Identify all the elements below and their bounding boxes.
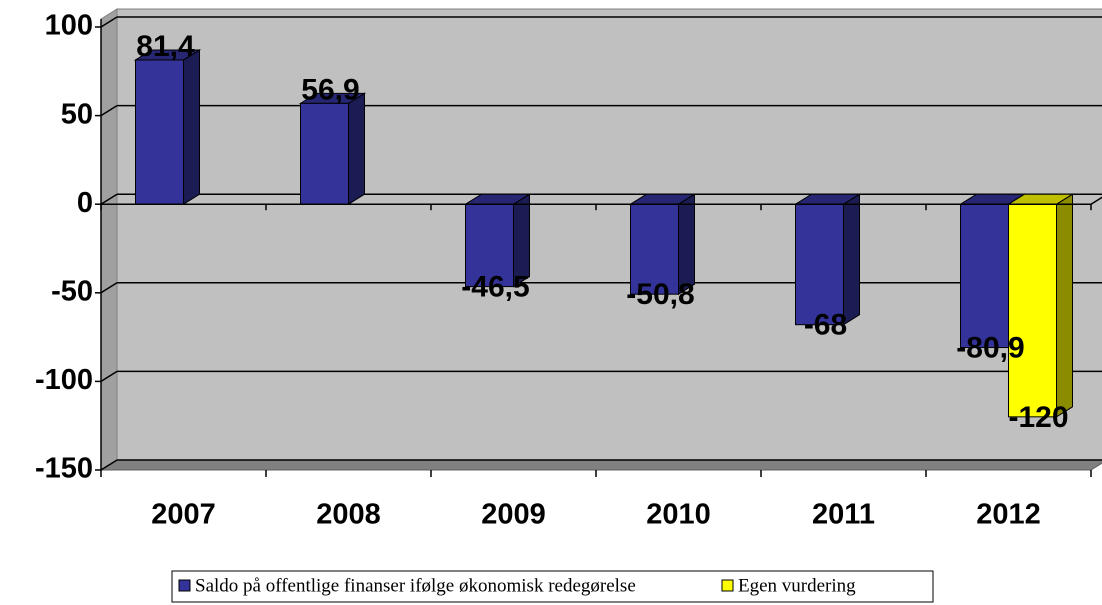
grid-line (100, 16, 118, 28)
back-wall (116, 8, 1102, 461)
bar-side (843, 193, 860, 326)
bar (135, 59, 184, 205)
bar-side (183, 49, 200, 206)
value-label: -50,8 (626, 278, 694, 311)
floor (99, 459, 1102, 471)
x-axis-diag (1090, 196, 1102, 205)
bar (300, 102, 349, 205)
value-label: 81,4 (136, 30, 195, 63)
grid-line (100, 370, 118, 383)
value-label: -68 (804, 309, 847, 342)
legend-box (171, 570, 934, 603)
grid-line (100, 193, 118, 205)
x-tick-label: 2009 (481, 499, 546, 531)
legend-marker (178, 579, 191, 592)
value-label: -80,9 (956, 331, 1024, 364)
grid-line (100, 282, 118, 294)
bar-side (1056, 193, 1073, 418)
y-tick-label: -50 (51, 275, 93, 307)
y-tick-label: -100 (35, 364, 93, 396)
x-tick-label: 2007 (151, 499, 216, 531)
grid-line (100, 459, 118, 471)
legend-marker (721, 579, 734, 592)
bar-side (348, 92, 365, 206)
legend-label: Saldo på offentlige finanser ifølge økon… (195, 575, 636, 596)
y-tick-label: -150 (35, 453, 93, 485)
value-label: -46,5 (461, 271, 529, 304)
y-tick-label: 0 (77, 187, 93, 219)
bar (630, 203, 679, 295)
y-tick-label: 100 (45, 10, 93, 42)
bar (960, 203, 1009, 349)
x-tick-label: 2010 (646, 499, 711, 531)
bar (795, 203, 844, 326)
x-tick-label: 2012 (976, 499, 1041, 531)
value-label: 56,9 (301, 73, 359, 106)
x-tick-label: 2008 (316, 499, 381, 531)
side-wall (100, 8, 118, 471)
y-tick-label: 50 (61, 98, 93, 130)
grid-line (100, 104, 118, 117)
value-label: -120 (1008, 401, 1068, 434)
legend-label: Egen vurdering (738, 575, 856, 596)
bar (1008, 203, 1057, 418)
x-tick-label: 2011 (812, 499, 875, 531)
